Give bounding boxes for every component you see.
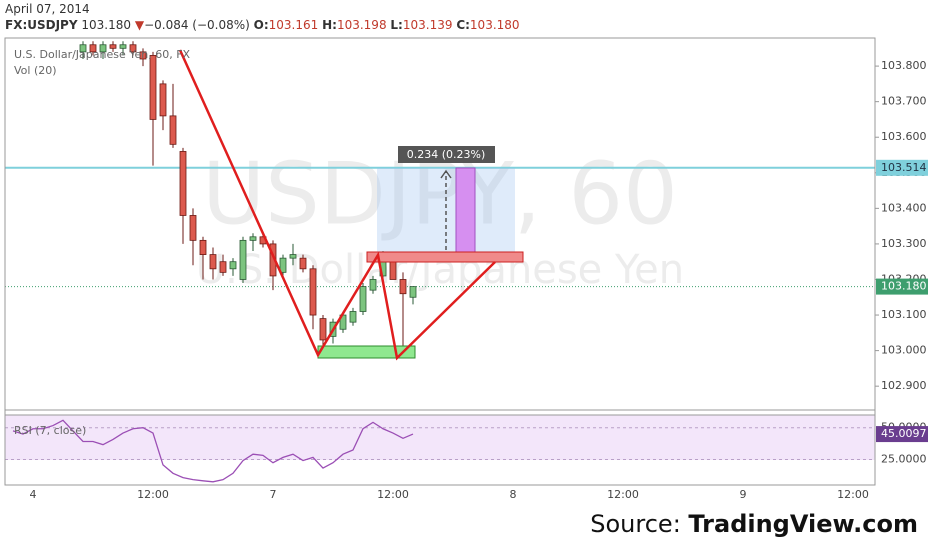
y-tick-label: 103.100 <box>881 308 927 321</box>
y-tick-label: 103.700 <box>881 95 927 108</box>
x-tick-label: 12:00 <box>607 488 639 501</box>
quote-value: 103.198 <box>336 18 387 32</box>
candle-body <box>389 261 397 280</box>
quote-label: C: <box>456 18 470 32</box>
candle-body <box>299 257 307 270</box>
candle-body <box>189 215 197 241</box>
candle-body <box>249 236 257 241</box>
candle-body <box>319 318 327 341</box>
date: April 07, 2014 <box>5 2 90 16</box>
candle-body <box>129 44 137 53</box>
last-price-box <box>876 278 928 295</box>
levels <box>5 166 875 288</box>
x-tick-label: 9 <box>740 488 747 501</box>
rsi-last-label: 45.0097 <box>881 427 927 440</box>
rsi-title: RSI (7, close) <box>14 424 86 437</box>
rsi-plot <box>5 419 875 483</box>
candle-body <box>209 254 217 270</box>
x-tick-label: 12:00 <box>377 488 409 501</box>
candle-body <box>399 279 407 295</box>
quote-value: 103.161 <box>268 18 319 32</box>
measure-arrowhead <box>440 169 452 179</box>
candle-body <box>199 239 207 255</box>
resistance-box <box>366 251 524 263</box>
source-name: TradingView.com <box>688 510 918 538</box>
candle-body <box>149 55 157 120</box>
candle-body <box>279 257 287 273</box>
y-tick-label: 102.900 <box>881 379 927 392</box>
candles <box>79 41 417 355</box>
y-tick-label: 103.000 <box>881 344 927 357</box>
quote-line: FX:USDJPY 103.180 ▼−0.084 (−0.08%) O:103… <box>5 18 520 32</box>
candle-body <box>219 261 227 273</box>
last: 103.180 <box>81 18 131 32</box>
source-label: Source: <box>590 510 681 538</box>
candle-body <box>409 286 417 298</box>
quote-value: 103.180 <box>469 18 520 32</box>
y-tick-label: 103.800 <box>881 59 927 72</box>
candle-body <box>89 44 97 53</box>
quote-label: L: <box>390 18 403 32</box>
quote-label: H: <box>322 18 337 32</box>
level-label: 103.514 <box>881 161 927 174</box>
panel-title: U.S. Dollar/Japanese Yen, 60, FX <box>14 48 191 61</box>
x-tick-label: 12:00 <box>137 488 169 501</box>
rsi-tick-label: 25.0000 <box>881 453 927 466</box>
x-tick-label: 7 <box>270 488 277 501</box>
candle-body <box>119 44 127 49</box>
measure-bar <box>455 167 476 253</box>
candle-body <box>169 115 177 145</box>
candle-body <box>109 44 117 49</box>
pattern-line <box>178 49 496 361</box>
candle-body <box>349 311 357 323</box>
frame <box>4 37 876 486</box>
rsi-last-box <box>876 426 928 443</box>
measure-area <box>377 168 515 252</box>
symbol: FX:USDJPY <box>5 18 78 32</box>
measure-label: 0.234 (0.23%) <box>407 148 486 161</box>
y-tick-label: 103.600 <box>881 130 927 143</box>
candle-body <box>309 268 317 316</box>
candle-body <box>229 261 237 270</box>
y-tick-label: 103.400 <box>881 201 927 214</box>
rsi-band <box>5 415 875 460</box>
candle-body <box>359 286 367 312</box>
rsi-line <box>12 419 414 483</box>
drawings: 0.234 (0.23%) <box>178 49 524 361</box>
x-tick-label: 12:00 <box>837 488 869 501</box>
candle-body <box>159 83 167 117</box>
y-tick-label: 103.300 <box>881 237 927 250</box>
candle-body <box>99 44 107 53</box>
source: Source: TradingView.com <box>590 510 918 538</box>
quote-value: 103.139 <box>402 18 453 32</box>
candle-body <box>79 44 87 53</box>
x-tick-label: 4 <box>30 488 37 501</box>
candle-body <box>369 279 377 291</box>
candle-body <box>179 151 187 216</box>
measure-label-box <box>398 146 495 163</box>
level-label-box <box>876 159 928 176</box>
x-tick-label: 8 <box>510 488 517 501</box>
candle-body <box>289 254 297 259</box>
change: −0.084 (−0.08%) <box>144 18 250 32</box>
last-price-label: 103.180 <box>881 280 927 293</box>
volume-label: Vol (20) <box>14 64 57 77</box>
arrow: ▼ <box>134 18 145 32</box>
candle-body <box>239 239 247 280</box>
axes <box>4 37 879 486</box>
candle-body <box>139 51 147 60</box>
quote-label: O: <box>253 18 269 32</box>
